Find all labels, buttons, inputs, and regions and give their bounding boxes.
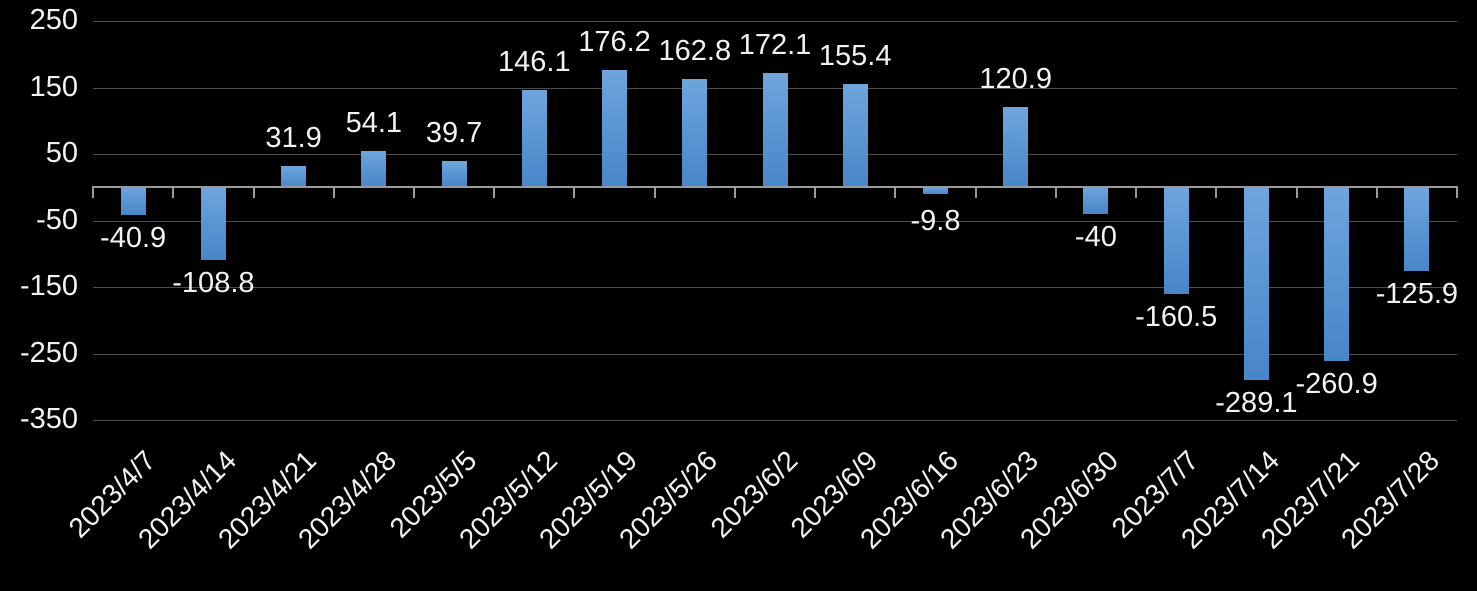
axis-tick bbox=[412, 186, 415, 199]
axis-tick bbox=[172, 186, 175, 199]
axis-tick bbox=[1456, 186, 1458, 199]
value-label: 176.2 bbox=[578, 26, 651, 59]
value-label: 146.1 bbox=[498, 46, 571, 79]
value-label: 120.9 bbox=[979, 62, 1052, 95]
value-label: -9.8 bbox=[910, 205, 961, 238]
bar bbox=[521, 90, 547, 188]
bar bbox=[1083, 187, 1109, 214]
value-label: -289.1 bbox=[1215, 386, 1298, 419]
bar bbox=[120, 187, 146, 215]
axis-tick bbox=[1135, 186, 1138, 199]
bar bbox=[602, 70, 627, 188]
y-axis-tick-label: -250 bbox=[19, 336, 78, 369]
x-axis-category-label: 2023/6/2 bbox=[704, 444, 804, 544]
value-label: 54.1 bbox=[345, 107, 403, 140]
y-axis-tick-label: 250 bbox=[29, 4, 78, 36]
gridline bbox=[93, 420, 1457, 422]
y-axis-tick-label: -150 bbox=[19, 270, 78, 303]
value-label: 162.8 bbox=[658, 35, 732, 67]
axis-tick bbox=[332, 186, 335, 199]
axis-tick bbox=[573, 186, 576, 199]
y-axis-tick-label: -50 bbox=[36, 203, 78, 236]
bar bbox=[441, 161, 467, 188]
y-axis-tick-label: 50 bbox=[45, 137, 78, 170]
bar bbox=[923, 187, 948, 194]
x-axis-line bbox=[93, 186, 1457, 189]
gridline bbox=[93, 21, 1457, 22]
y-axis-tick-label: 150 bbox=[29, 70, 78, 103]
axis-tick bbox=[1215, 186, 1218, 199]
value-label: 31.9 bbox=[265, 122, 322, 155]
bar bbox=[1404, 187, 1430, 272]
bar bbox=[281, 166, 307, 188]
value-label: -40 bbox=[1074, 221, 1117, 253]
bar bbox=[1243, 187, 1269, 380]
bar bbox=[762, 72, 788, 188]
axis-tick bbox=[1054, 186, 1057, 199]
bar bbox=[682, 79, 708, 188]
axis-tick bbox=[814, 186, 817, 199]
bar bbox=[361, 151, 387, 188]
axis-tick bbox=[733, 186, 736, 199]
bar bbox=[1003, 106, 1029, 188]
value-label: 155.4 bbox=[818, 40, 892, 72]
value-label: -40.9 bbox=[100, 221, 167, 254]
axis-tick bbox=[1375, 186, 1378, 199]
value-label: -260.9 bbox=[1295, 368, 1378, 400]
axis-tick bbox=[894, 186, 897, 199]
value-label: 172.1 bbox=[738, 28, 812, 61]
axis-tick bbox=[92, 186, 94, 199]
axis-tick bbox=[493, 186, 496, 199]
value-label: 39.7 bbox=[425, 117, 483, 149]
bar bbox=[1163, 187, 1189, 295]
axis-tick bbox=[1295, 186, 1298, 199]
bar bbox=[200, 187, 226, 260]
y-axis-tick-label: -350 bbox=[19, 403, 78, 436]
axis-tick bbox=[252, 186, 255, 199]
axis-tick bbox=[974, 186, 977, 199]
value-label: -108.8 bbox=[172, 266, 255, 299]
bar bbox=[842, 84, 868, 188]
bar bbox=[1324, 187, 1350, 361]
value-label: -160.5 bbox=[1135, 301, 1218, 334]
value-label: -125.9 bbox=[1375, 278, 1459, 311]
axis-tick bbox=[653, 186, 656, 199]
